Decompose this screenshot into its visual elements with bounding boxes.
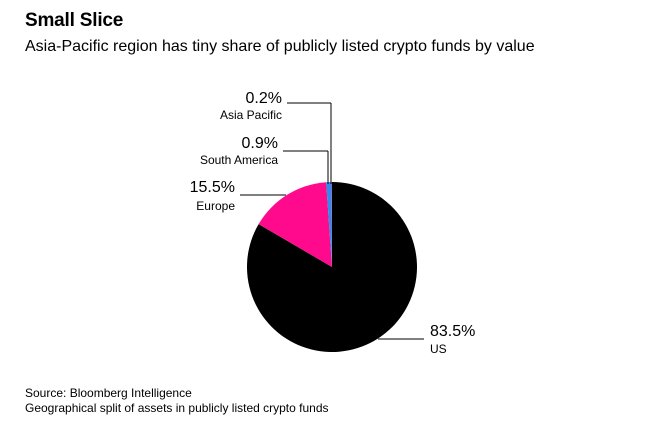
category-label-us: US [430, 342, 447, 356]
category-label-south-america: South America [200, 153, 278, 167]
value-label-asia-pacific: 0.2% [246, 90, 282, 107]
value-label-south-america: 0.9% [242, 135, 278, 152]
leader-line-asia-pacific [287, 102, 332, 185]
source-note: Source: Bloomberg Intelligence [25, 386, 192, 400]
category-label-asia-pacific: Asia Pacific [220, 108, 282, 122]
category-label-europe: Europe [196, 199, 235, 213]
description-note: Geographical split of assets in publicly… [25, 401, 329, 415]
pie-slice-south-america [326, 182, 332, 267]
pie-slice-asia-pacific [330, 182, 332, 267]
value-label-us: 83.5% [430, 323, 475, 340]
value-label-europe: 15.5% [190, 179, 235, 196]
chart-footer: Source: Bloomberg Intelligence Geographi… [25, 386, 329, 416]
pie-slice-us [246, 182, 417, 353]
pie-slice-europe [258, 182, 332, 267]
chart-title: Small Slice [25, 10, 124, 31]
leader-line-south-america [283, 150, 329, 185]
chart-subtitle: Asia-Pacific region has tiny share of pu… [25, 38, 535, 55]
